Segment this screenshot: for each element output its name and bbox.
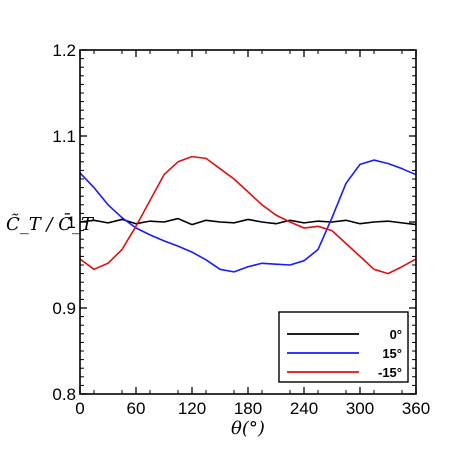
series-layer <box>79 155 417 275</box>
x-tick-label: 300 <box>346 399 374 418</box>
series-line-1 <box>79 159 417 273</box>
y-tick-label: 1.2 <box>52 41 76 60</box>
x-tick-label: 60 <box>127 399 146 418</box>
series-line-2 <box>79 155 417 275</box>
tick-labels: 0 60 120 180 240 300 360 0.8 0.9 1 1.1 1.2 <box>52 41 430 418</box>
y-axis-label: C̃_T / C̄_T <box>6 212 95 235</box>
y-axis-title: C̃_T / C̄_T <box>6 212 95 235</box>
legend-label: 0° <box>390 327 402 342</box>
legend-box <box>278 311 409 383</box>
y-tick-label: 0.9 <box>52 299 76 318</box>
x-tick-label: 240 <box>290 399 318 418</box>
legend-label: -15° <box>378 365 402 380</box>
x-axis-label: θ(°) <box>231 418 265 439</box>
x-tick-label: 180 <box>234 399 262 418</box>
legend: 0° 15° -15° <box>278 311 409 383</box>
y-tick-label: 0.8 <box>52 385 76 404</box>
y-tick-label: 1.1 <box>52 127 76 146</box>
y-tick-label: 1 <box>67 213 76 232</box>
x-tick-label: 0 <box>75 399 84 418</box>
x-tick-label: 120 <box>178 399 206 418</box>
series-line-0 <box>79 217 417 226</box>
svg-text:C̃_T / C̄_T: C̃_T / C̄_T <box>6 212 95 235</box>
legend-label: 15° <box>382 346 402 361</box>
axis-ticks <box>79 49 417 395</box>
x-tick-label: 360 <box>402 399 430 418</box>
